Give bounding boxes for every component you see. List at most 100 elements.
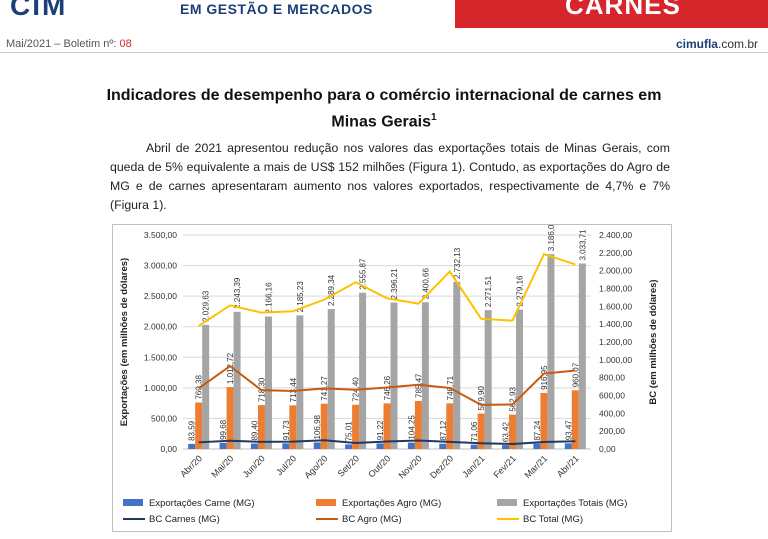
logo: CIM bbox=[0, 0, 165, 18]
x-tick-label: Abr/21 bbox=[555, 453, 581, 479]
legend-swatch bbox=[123, 499, 143, 506]
carne-bar-data-label: 71,06 bbox=[470, 421, 479, 442]
carne-bar-data-label: 106,98 bbox=[313, 414, 322, 439]
y2-tick-label: 2.400,00 bbox=[599, 230, 632, 240]
total-bar bbox=[547, 254, 555, 449]
total-bar bbox=[233, 311, 241, 449]
x-tick-label: Jan/21 bbox=[460, 453, 486, 479]
carne-bar bbox=[407, 442, 415, 449]
carne-bar bbox=[533, 443, 541, 449]
x-tick-label: Out/20 bbox=[366, 453, 392, 479]
y-tick-label: 0,00 bbox=[160, 444, 177, 454]
figure-1-frame: 0,00 500,00 1.000,00 1.500,00 2.000,00 2.500,… bbox=[112, 220, 672, 532]
legend-label: BC Carnes (MG) bbox=[149, 514, 220, 525]
legend-swatch bbox=[497, 499, 517, 506]
agro-bar bbox=[257, 405, 265, 449]
y2-tick-label: 0,00 bbox=[599, 444, 616, 454]
bc-carnes-line bbox=[198, 439, 576, 446]
bc-agro-line bbox=[198, 364, 576, 406]
carne-bar bbox=[439, 443, 447, 449]
total-bar-data-label: 2.400,66 bbox=[421, 268, 430, 300]
total-bar bbox=[578, 263, 586, 449]
carne-bar bbox=[188, 443, 196, 449]
logo-mark: CIM bbox=[10, 0, 68, 18]
x-tick-label: Set/20 bbox=[336, 453, 361, 478]
total-bar-data-label: 2.396,21 bbox=[390, 268, 399, 300]
x-tick-label: Abr/20 bbox=[178, 453, 204, 479]
agro-bar-data-label: 713,44 bbox=[289, 377, 298, 402]
total-bar bbox=[202, 324, 210, 449]
legend-label: BC Total (MG) bbox=[523, 514, 583, 525]
y2-tick-label: 1.000,00 bbox=[599, 355, 632, 365]
agro-bar bbox=[540, 392, 548, 449]
total-bar-data-label: 2.243,39 bbox=[233, 277, 242, 309]
carne-bar bbox=[502, 445, 510, 449]
y-tick-label: 2.000,00 bbox=[144, 322, 177, 332]
total-bar bbox=[359, 292, 367, 449]
carne-bar bbox=[376, 443, 384, 449]
y2-tick-label: 1.200,00 bbox=[599, 337, 632, 347]
agro-bar bbox=[414, 400, 422, 449]
y-tick-label: 1.500,00 bbox=[144, 352, 177, 362]
y2-tick-label: 200,00 bbox=[599, 426, 625, 436]
y-tick-label: 1.000,00 bbox=[144, 383, 177, 393]
section-banner: CARNES bbox=[455, 0, 768, 28]
agro-bar bbox=[477, 413, 485, 449]
total-bar bbox=[516, 309, 524, 449]
total-bar bbox=[390, 302, 398, 449]
x-tick-label: Ago/20 bbox=[302, 453, 329, 480]
x-tick-label: Jun/20 bbox=[241, 453, 267, 479]
article-paragraph: Abril de 2021 apresentou redução nos val… bbox=[110, 141, 670, 212]
y2-tick-label: 1.800,00 bbox=[599, 284, 632, 294]
y-tick-label: 3.500,00 bbox=[144, 230, 177, 240]
total-bar-data-label: 2.185,23 bbox=[296, 281, 305, 313]
issue-prefix: Mai/2021 – Boletim nº: bbox=[6, 38, 120, 50]
agro-bar bbox=[195, 402, 203, 449]
y2-axis-title: BC (em milhões de dólares) bbox=[648, 279, 659, 404]
carne-bar bbox=[564, 443, 572, 449]
y2-tick-label: 600,00 bbox=[599, 391, 625, 401]
site-url: cimufla.com.br bbox=[676, 37, 758, 51]
total-bar bbox=[264, 316, 272, 449]
x-tick-label: Jul/20 bbox=[274, 453, 298, 477]
agro-bar-data-label: 1.012,72 bbox=[226, 352, 235, 384]
carne-bar-data-label: 91,22 bbox=[376, 420, 385, 441]
issue-label: Mai/2021 – Boletim nº: 08 bbox=[6, 38, 132, 50]
agro-bar-data-label: 579,90 bbox=[477, 386, 486, 411]
article-title-text: Indicadores de desempenho para o comérci… bbox=[106, 87, 662, 131]
agro-bar bbox=[352, 404, 360, 449]
site-brand: cimufla bbox=[675, 37, 718, 51]
title-footnote: 1 bbox=[431, 112, 437, 123]
legend-label: Exportações Agro (MG) bbox=[342, 498, 441, 509]
total-bar-data-label: 2.732,13 bbox=[453, 247, 462, 279]
total-bar-data-label: 3.186,02 bbox=[547, 225, 556, 251]
total-bar bbox=[296, 315, 304, 449]
y2-tick-label: 400,00 bbox=[599, 408, 625, 418]
total-bar-data-label: 2.289,34 bbox=[327, 274, 336, 306]
carne-bar-data-label: 87,24 bbox=[533, 420, 542, 441]
carne-bar bbox=[470, 444, 478, 449]
header-divider bbox=[0, 52, 768, 53]
carne-bar bbox=[313, 442, 321, 449]
y-tick-label: 2.500,00 bbox=[144, 291, 177, 301]
tagline: EM GESTÃO E MERCADOS bbox=[180, 1, 373, 17]
article-title: Indicadores de desempenho para o comérci… bbox=[100, 85, 668, 133]
agro-bar bbox=[571, 390, 579, 449]
x-tick-label: Nov/20 bbox=[397, 453, 424, 480]
y-axis-title: Exportações (em milhões de dólares) bbox=[119, 258, 130, 426]
total-bar-data-label: 2.555,87 bbox=[359, 258, 368, 290]
carne-bar bbox=[250, 443, 258, 449]
x-tick-label: Mar/21 bbox=[522, 453, 549, 480]
total-bar-data-label: 2.166,16 bbox=[264, 282, 273, 314]
issue-number: 08 bbox=[119, 38, 132, 50]
y-tick-label: 3.000,00 bbox=[144, 261, 177, 271]
y2-tick-label: 1.600,00 bbox=[599, 301, 632, 311]
agro-bar-data-label: 562,93 bbox=[509, 387, 518, 412]
y2-tick-label: 800,00 bbox=[599, 373, 625, 383]
carne-bar-data-label: 99,68 bbox=[219, 419, 228, 440]
total-bar bbox=[327, 309, 335, 449]
carne-bar-data-label: 89,40 bbox=[250, 420, 259, 441]
total-bar-data-label: 3.033,71 bbox=[578, 229, 587, 261]
agro-bar bbox=[509, 414, 517, 449]
total-bar bbox=[421, 302, 429, 449]
